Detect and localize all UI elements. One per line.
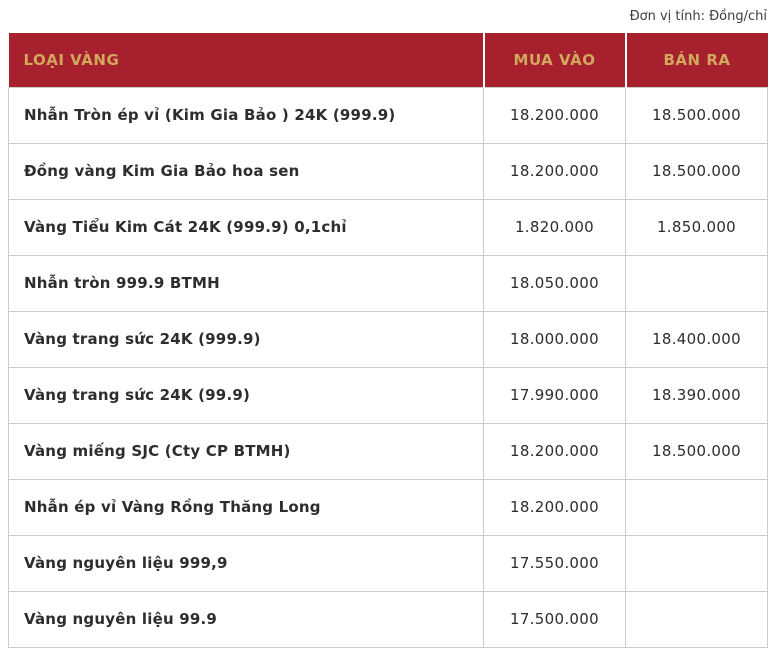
cell-gold-type: Vàng miếng SJC (Cty CP BTMH) [8,422,484,480]
cell-buy-price: 18.200.000 [483,142,626,200]
table-row: Vàng trang sức 24K (99.9) 17.990.000 18.39… [8,366,768,424]
cell-buy-price: 17.550.000 [483,534,626,592]
column-header-buy: MUA VÀO [482,33,626,87]
column-header-gold-type: LOẠI VÀNG [8,33,484,87]
cell-sell-price: 18.400.000 [625,310,768,368]
cell-gold-type: Nhẫn tròn 999.9 BTMH [8,254,484,312]
cell-gold-type: Vàng trang sức 24K (99.9) [8,366,484,424]
cell-gold-type: Nhẫn Tròn ép vỉ (Kim Gia Bảo ) 24K (999.… [8,86,484,144]
cell-buy-price: 1.820.000 [483,198,626,256]
cell-sell-price [625,534,768,592]
cell-gold-type: Nhẫn ép vỉ Vàng Rồng Thăng Long [8,478,484,536]
cell-gold-type: Vàng trang sức 24K (999.9) [8,310,484,368]
table-row: Đồng vàng Kim Gia Bảo hoa sen 18.200.000 1… [8,142,768,200]
cell-sell-price [625,478,768,536]
cell-buy-price: 18.000.000 [483,310,626,368]
cell-sell-price: 18.500.000 [625,86,768,144]
cell-buy-price: 18.200.000 [483,86,626,144]
cell-buy-price: 17.990.000 [483,366,626,424]
cell-gold-type: Đồng vàng Kim Gia Bảo hoa sen [8,142,484,200]
cell-sell-price [625,254,768,312]
table-row: Vàng Tiểu Kim Cát 24K (999.9) 0,1chỉ 1.82… [8,198,768,256]
unit-note: Đơn vị tính: Đồng/chỉ [629,9,767,24]
cell-gold-type: Vàng nguyên liệu 99.9 [8,590,484,648]
header-row: LOẠI VÀNG MUA VÀO BÁN RA [8,33,768,87]
column-header-sell: BÁN RA [624,33,768,87]
table-row: Nhẫn Tròn ép vỉ (Kim Gia Bảo ) 24K (999.… [8,86,768,144]
table-row: Vàng nguyên liệu 99.9 17.500.000 [8,590,768,648]
table-row: Vàng nguyên liệu 999,9 17.550.000 [8,534,768,592]
table-body: Nhẫn Tròn ép vỉ (Kim Gia Bảo ) 24K (999.… [8,86,768,648]
cell-buy-price: 18.050.000 [483,254,626,312]
table-row: Nhẫn tròn 999.9 BTMH 18.050.000 [8,254,768,312]
cell-sell-price: 18.390.000 [625,366,768,424]
cell-buy-price: 17.500.000 [483,590,626,648]
table-row: Nhẫn ép vỉ Vàng Rồng Thăng Long 18.200.00… [8,478,768,536]
cell-sell-price: 18.500.000 [625,422,768,480]
table-row: Vàng trang sức 24K (999.9) 18.000.000 18.4… [8,310,768,368]
cell-gold-type: Vàng nguyên liệu 999,9 [8,534,484,592]
cell-sell-price: 18.500.000 [625,142,768,200]
cell-gold-type: Vàng Tiểu Kim Cát 24K (999.9) 0,1chỉ [8,198,484,256]
cell-buy-price: 18.200.000 [483,478,626,536]
table-header: LOẠI VÀNG MUA VÀO BÁN RA [8,33,768,87]
cell-buy-price: 18.200.000 [483,422,626,480]
table-row: Vàng miếng SJC (Cty CP BTMH) 18.200.000 18… [8,422,768,480]
gold-price-table: LOẠI VÀNG MUA VÀO BÁN RA Nhẫn Tròn ép vỉ… [8,33,768,648]
cell-sell-price [625,590,768,648]
cell-sell-price: 1.850.000 [625,198,768,256]
